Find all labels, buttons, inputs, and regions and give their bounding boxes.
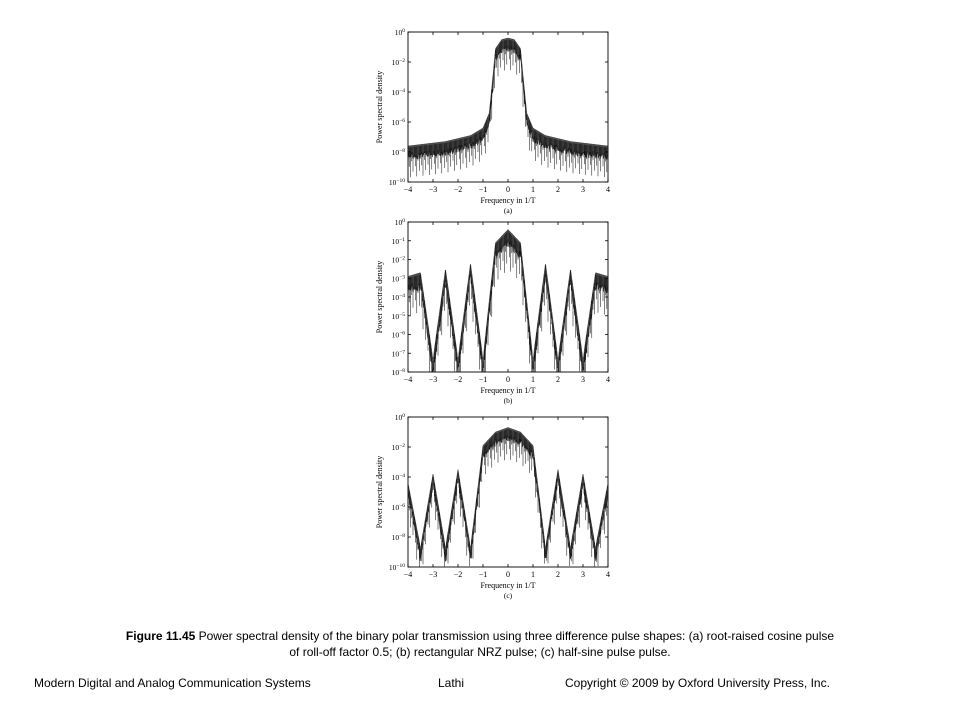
chart-a-x-tick-label: −2	[454, 185, 463, 194]
chart-a-y-tick-label: 10−2	[392, 58, 406, 67]
chart-b-ylabel: Power spectral density	[375, 261, 384, 333]
chart-c-ylabel: Power spectral density	[375, 456, 384, 528]
chart-b-x-tick-label: 3	[581, 375, 585, 384]
chart-b-y-tick-label: 10−3	[392, 274, 406, 283]
chart-b-psd-spikes	[407, 231, 609, 372]
chart-c-x-tick-label: 1	[531, 570, 535, 579]
chart-b-x-tick-label: 0	[506, 375, 510, 384]
chart-a-y-tick-label: 10−4	[392, 88, 406, 97]
chart-a-xlabel: Frequency in 1/T	[480, 196, 535, 205]
chart-a-x-tick-label: 3	[581, 185, 585, 194]
chart-c-y-tick-label: 10−4	[392, 473, 406, 482]
chart-c-frame	[407, 416, 609, 568]
chart-b-panel-label: (b)	[504, 396, 513, 405]
footer-copyright: Copyright © 2009 by Oxford University Pr…	[565, 676, 830, 690]
chart-c-xlabel: Frequency in 1/T	[480, 581, 535, 590]
figure-caption: Figure 11.45 Power spectral density of t…	[120, 628, 840, 660]
chart-b-x-tick-label: 1	[531, 375, 535, 384]
chart-a-y-tick-label: 10−10	[389, 178, 405, 187]
chart-a-psd-band	[407, 37, 609, 161]
chart-a-x-tick-label: −1	[479, 185, 488, 194]
chart-b-x-tick-label: 4	[606, 375, 610, 384]
chart-panel-c: −4 −3 −2 −1 0 1 2 3 4 100 10−2 10−4 10−6 10−8 10−10 Fre…	[365, 403, 620, 603]
chart-a-x-tick-label: 2	[556, 185, 560, 194]
chart-a-y-tick-label: 10−8	[392, 148, 406, 157]
chart-b-x-tick-label: 2	[556, 375, 560, 384]
chart-b-x-tick-label: −2	[454, 375, 463, 384]
chart-c-x-tick-label: 3	[581, 570, 585, 579]
chart-a-svg: −4 −3 −2 −1 0 1 2 3 4 100 10−2 10−4 10−6 10−8 10−10 Fre…	[375, 28, 610, 215]
chart-b-y-tick-label: 10−7	[392, 349, 406, 358]
chart-a-x-tick-label: 1	[531, 185, 535, 194]
chart-a-x-tick-label: −4	[404, 185, 413, 194]
chart-c-y-tick-label: 10−6	[392, 503, 406, 512]
chart-b-x-tick-label: −4	[404, 375, 413, 384]
chart-c-panel-label: (c)	[504, 591, 513, 600]
chart-b-x-tick-label: −3	[429, 375, 438, 384]
chart-c-y-tick-label: 10−2	[392, 443, 406, 452]
chart-a-y-tick-label: 100	[395, 28, 406, 37]
chart-c-x-tick-label: 2	[556, 570, 560, 579]
chart-c-x-tick-label: −3	[429, 570, 438, 579]
chart-b-xlabel: Frequency in 1/T	[480, 386, 535, 395]
chart-a-y-tick-label: 10−6	[392, 118, 406, 127]
footer-book-title: Modern Digital and Analog Communication …	[34, 676, 311, 690]
chart-b-x-tick-label: −1	[479, 375, 488, 384]
chart-c-psd-band	[407, 427, 609, 562]
chart-a-psd-spikes	[407, 39, 609, 178]
chart-c-y-tick-label: 10−10	[389, 563, 405, 572]
chart-a-x-tick-label: 0	[506, 185, 510, 194]
chart-a-ylabel: Power spectral density	[375, 71, 384, 143]
chart-a-x-tick-label: −3	[429, 185, 438, 194]
chart-c-x-tick-label: 0	[506, 570, 510, 579]
chart-b-y-tick-label: 100	[395, 218, 406, 227]
chart-a-panel-label: (a)	[504, 206, 513, 215]
figure-label: Figure 11.45	[125, 629, 196, 643]
footer-author: Lathi	[438, 676, 465, 690]
chart-c-x-tick-label: −4	[404, 570, 413, 579]
chart-b-y-tick-label: 10−6	[392, 331, 406, 340]
chart-c-x-tick-label: −1	[479, 570, 488, 579]
chart-c-x-tick-label: 4	[606, 570, 610, 579]
chart-b-y-tick-label: 10−2	[392, 256, 406, 265]
chart-c-x-tick-label: −2	[454, 570, 463, 579]
chart-c-svg: −4 −3 −2 −1 0 1 2 3 4 100 10−2 10−4 10−6 10−8 10−10 Fre…	[375, 413, 610, 600]
caption-text: Power spectral density of the binary pol…	[195, 629, 835, 659]
chart-b-svg: −4 −3 −2 −1 0 1 2 3 4 100 10−1 10−2 10−3 10−4 10−5 10−6…	[375, 218, 610, 405]
chart-panel-a: −4 −3 −2 −1 0 1 2 3 4 100 10−2 10−4 10−6 10−8 10−10 Fre…	[365, 18, 620, 218]
chart-c-y-tick-label: 100	[395, 413, 406, 422]
chart-b-y-tick-label: 10−1	[392, 237, 406, 246]
chart-a-x-tick-label: 4	[606, 185, 610, 194]
chart-panel-b: −4 −3 −2 −1 0 1 2 3 4 100 10−1 10−2 10−3 10−4 10−5 10−6…	[365, 208, 620, 408]
chart-c-y-tick-label: 10−8	[392, 533, 406, 542]
chart-b-y-tick-label: 10−5	[392, 312, 406, 321]
chart-b-y-tick-label: 10−8	[392, 368, 406, 377]
chart-c-psd-spikes	[407, 429, 609, 567]
chart-b-y-tick-label: 10−4	[392, 293, 406, 302]
